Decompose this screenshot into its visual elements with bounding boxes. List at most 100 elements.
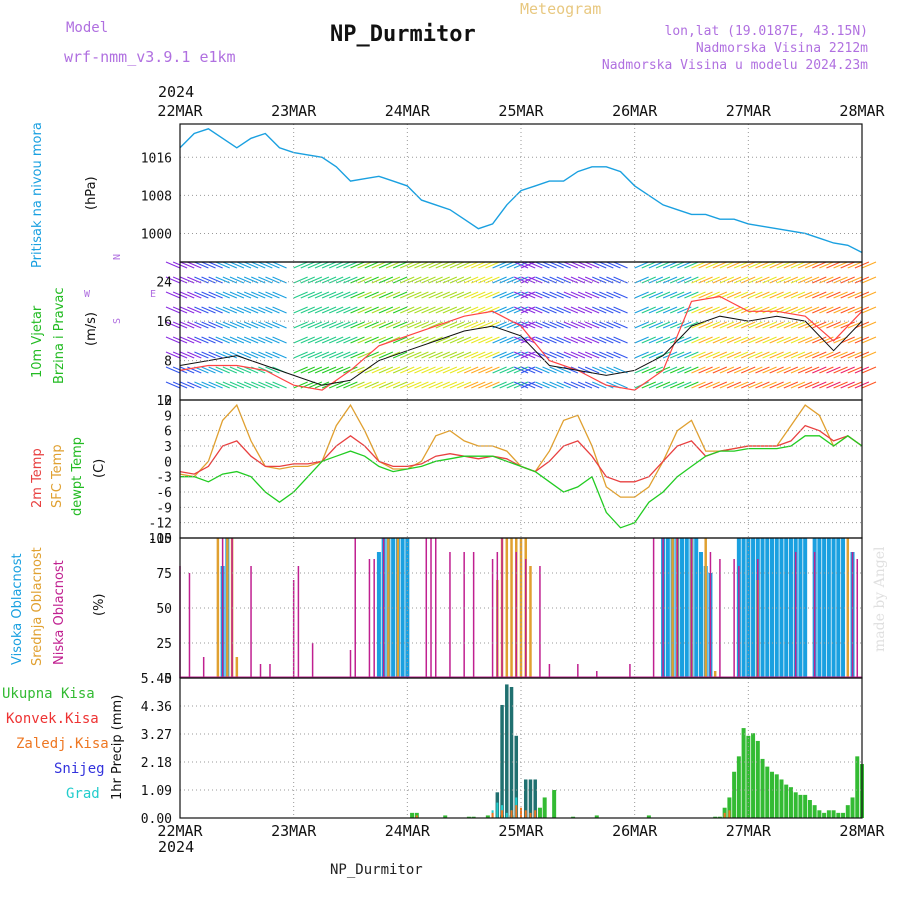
wind-barb [641,291,656,299]
precip-bar [415,815,418,818]
cloud-bar [738,566,740,678]
precip-label-frozen: Zaledj.Kisa [16,736,109,752]
wind-barb [392,381,408,389]
wind-barb [570,306,586,314]
wind-barb [499,276,514,284]
wind-barb [861,306,877,314]
wind-barb [535,366,550,374]
wind-barb [812,261,827,269]
wind-barb [542,321,557,329]
wind-barb [549,306,564,314]
wind-barb [684,351,699,359]
wind-barb [861,291,877,299]
wind-barb [421,261,436,269]
wind-barb [726,381,742,389]
y-tick-label: -12 [149,517,172,532]
wind-barb [478,351,493,359]
wind-barb [243,261,259,269]
wind-barb [194,306,209,314]
wind-barb [385,261,401,269]
wind-barb [201,351,216,359]
wind-barb [421,276,436,284]
temp-label-sfc: SFC Temp [50,444,65,508]
wind-barb [634,261,649,269]
precip-bar [850,797,855,818]
wind-barb [563,261,579,269]
wind-barb [648,306,664,314]
wind-barb [428,336,443,344]
wind-barb [478,306,493,314]
wind-barb [655,306,671,314]
wind-barb [520,261,536,269]
cloud-bar [529,566,532,678]
wind-barb [350,291,365,299]
wind-barb [307,381,323,389]
wind-barb [385,381,401,389]
wind-barb [584,291,600,299]
wind-barb [407,291,422,299]
wind-barb [378,366,394,374]
wind-barb [542,336,557,344]
wind-barb [719,276,735,284]
wind-barb [776,351,791,359]
precip-bar [803,794,808,818]
wind-barb [421,291,436,299]
wind-barb [236,351,252,359]
pressure-ylabel: Pritisak na nivou mora [30,122,45,268]
wind-barb [371,291,387,299]
cloud-bar [501,538,503,678]
sfc-temp-line [179,403,863,498]
wind-barb [265,351,280,359]
wind-barb [350,261,365,269]
wind-barb [414,351,429,359]
wind-barb [187,366,202,374]
wind-barb [258,336,273,344]
wind-barb [428,351,443,359]
wind-barb [485,381,500,389]
x-tick-label-top: 27MAR [726,102,772,120]
cloud-bar [425,538,428,678]
wind-barb [485,276,500,284]
wind-barb [812,381,827,389]
wind-barb [606,366,621,374]
cloud-bar [846,538,850,678]
wind-barb [726,306,742,314]
wind-barb [492,351,507,359]
y-tick-label: 0.00 [141,812,172,827]
wind-barb [428,381,443,389]
wind-barb [535,381,550,389]
wind-barb [364,381,379,389]
wind-barb [222,321,238,329]
wind-barb [748,276,763,284]
y-tick-label: 1008 [141,189,172,204]
wind-barb [428,321,443,329]
wind-barb [449,306,465,314]
wind-barb [812,351,827,359]
precip-bar [770,771,775,818]
wind-barb [407,321,422,329]
wind-barb [599,336,614,344]
wind-barb [606,321,621,329]
precip-bar [717,816,722,818]
cloud-bar [354,538,356,678]
wind-barb [251,261,266,269]
cloud-bar [851,552,854,678]
wind-barb [400,276,415,284]
wind-barb [662,306,678,314]
wind-barb [762,366,777,374]
wind-barb [456,291,472,299]
cloud-bar [472,552,475,678]
wind-barb [684,276,699,284]
y-tick-label: 2.18 [141,756,172,771]
wind-barb [847,291,863,299]
wind-barb [499,351,514,359]
wind-barb [449,336,465,344]
wind-barb [392,306,408,314]
wind-barb [528,366,543,374]
wind-barb [812,336,827,344]
wind-barb [599,366,614,374]
wind-barb [748,291,763,299]
wind-barb [691,336,706,344]
wind-barb [187,381,202,389]
wind-barb [705,321,720,329]
